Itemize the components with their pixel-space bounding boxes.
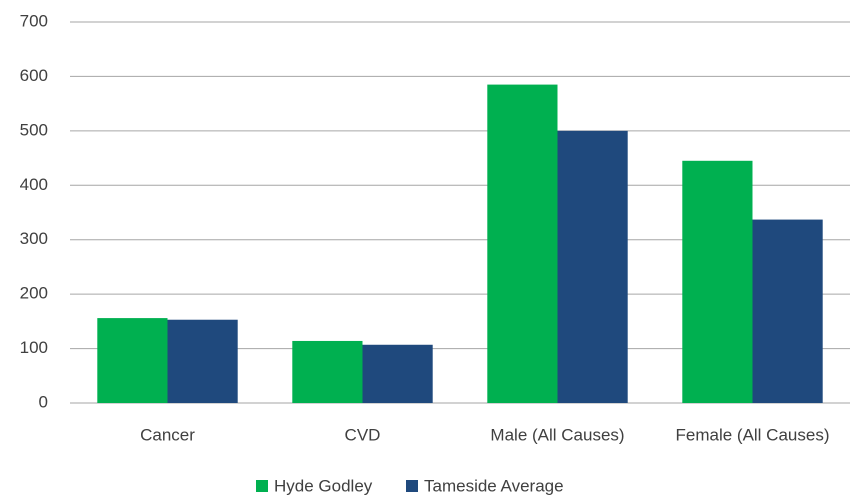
x-tick-label: Female (All Causes) [676, 425, 830, 444]
y-tick-label: 500 [20, 120, 48, 139]
bar [362, 344, 433, 403]
x-tick-label: Male (All Causes) [490, 425, 624, 444]
y-tick-label: 700 [20, 11, 48, 30]
bar [682, 160, 753, 403]
y-tick-label: 600 [20, 66, 48, 85]
y-tick-label: 300 [20, 229, 48, 248]
bar [487, 84, 558, 403]
bar [557, 130, 628, 403]
legend-swatch [256, 480, 268, 492]
y-tick-label: 400 [20, 175, 48, 194]
y-tick-label: 200 [20, 284, 48, 303]
bar [97, 318, 168, 403]
legend-label: Tameside Average [424, 476, 564, 495]
x-tick-label: Cancer [140, 425, 195, 444]
bar [292, 340, 363, 403]
x-tick-label: CVD [345, 425, 381, 444]
y-tick-label: 0 [39, 392, 48, 411]
bar [752, 219, 823, 403]
bar [167, 319, 238, 403]
legend-label: Hyde Godley [274, 476, 373, 495]
y-tick-label: 100 [20, 338, 48, 357]
legend-swatch [406, 480, 418, 492]
